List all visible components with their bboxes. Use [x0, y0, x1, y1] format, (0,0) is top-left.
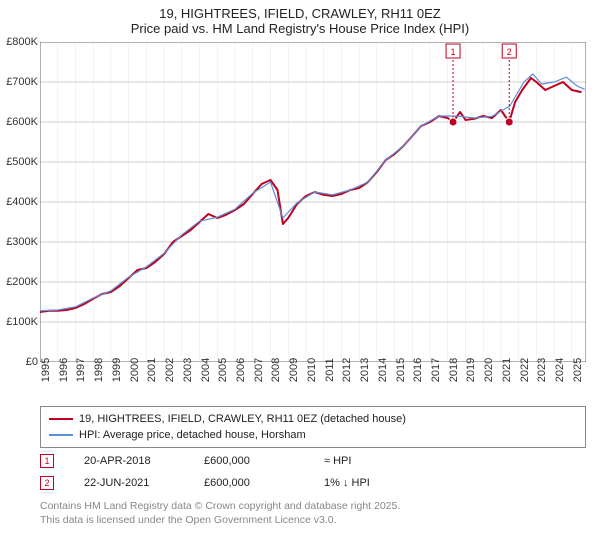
x-tick-label: 2009: [288, 358, 300, 382]
x-tick-label: 2000: [129, 358, 141, 382]
sale-marker-badge: 1: [40, 454, 54, 468]
sale-price: £600,000: [204, 477, 294, 489]
y-tick-label: £100K: [0, 316, 38, 328]
x-tick-label: 2013: [359, 358, 371, 382]
x-tick-label: 2008: [270, 358, 282, 382]
y-tick-label: £0: [0, 356, 38, 368]
title-subtitle: Price paid vs. HM Land Registry's House …: [10, 21, 590, 36]
x-tick-label: 2015: [395, 358, 407, 382]
x-tick-label: 2004: [200, 358, 212, 382]
x-tick-label: 2023: [536, 358, 548, 382]
footer-line2: This data is licensed under the Open Gov…: [40, 514, 400, 528]
x-tick-label: 2006: [235, 358, 247, 382]
attribution-footer: Contains HM Land Registry data © Crown c…: [40, 500, 400, 527]
y-tick-label: £400K: [0, 196, 38, 208]
sale-delta: 1% ↓ HPI: [324, 477, 414, 489]
sale-row: 1 20-APR-2018 £600,000 ≈ HPI: [40, 450, 414, 472]
x-tick-label: 2020: [483, 358, 495, 382]
line-chart: 12: [40, 42, 586, 362]
svg-text:2: 2: [507, 47, 512, 57]
legend-label: HPI: Average price, detached house, Hors…: [79, 429, 306, 441]
x-tick-label: 2025: [572, 358, 584, 382]
x-tick-label: 1995: [40, 358, 52, 382]
chart-plot-area: 12: [40, 42, 586, 362]
x-tick-label: 1996: [58, 358, 70, 382]
legend-swatch: [49, 418, 73, 420]
x-tick-label: 2019: [465, 358, 477, 382]
x-tick-label: 2018: [448, 358, 460, 382]
x-tick-label: 2005: [217, 358, 229, 382]
legend-item: HPI: Average price, detached house, Hors…: [49, 427, 577, 443]
sale-date: 20-APR-2018: [84, 455, 174, 467]
legend-item: 19, HIGHTREES, IFIELD, CRAWLEY, RH11 0EZ…: [49, 411, 577, 427]
x-tick-label: 2024: [554, 358, 566, 382]
legend: 19, HIGHTREES, IFIELD, CRAWLEY, RH11 0EZ…: [40, 406, 586, 448]
sale-delta: ≈ HPI: [324, 455, 414, 467]
x-tick-label: 2022: [519, 358, 531, 382]
y-tick-label: £500K: [0, 156, 38, 168]
x-tick-label: 2002: [164, 358, 176, 382]
x-tick-label: 2017: [430, 358, 442, 382]
chart-title: 19, HIGHTREES, IFIELD, CRAWLEY, RH11 0EZ…: [0, 0, 600, 38]
x-tick-label: 2014: [377, 358, 389, 382]
x-tick-label: 1999: [111, 358, 123, 382]
y-tick-label: £800K: [0, 36, 38, 48]
x-tick-label: 2010: [306, 358, 318, 382]
x-tick-label: 2003: [182, 358, 194, 382]
sales-table: 1 20-APR-2018 £600,000 ≈ HPI 2 22-JUN-2021 £60…: [40, 450, 414, 494]
x-tick-label: 2001: [146, 358, 158, 382]
y-tick-label: £700K: [0, 76, 38, 88]
x-tick-label: 2011: [324, 358, 336, 382]
sale-date: 22-JUN-2021: [84, 477, 174, 489]
svg-text:1: 1: [451, 47, 456, 57]
x-tick-label: 2016: [412, 358, 424, 382]
x-tick-label: 1997: [75, 358, 87, 382]
y-tick-label: £300K: [0, 236, 38, 248]
footer-line1: Contains HM Land Registry data © Crown c…: [40, 500, 400, 514]
y-tick-label: £200K: [0, 276, 38, 288]
x-axis: 1995199619971998199920002001200220032004…: [40, 366, 586, 406]
legend-label: 19, HIGHTREES, IFIELD, CRAWLEY, RH11 0EZ…: [79, 413, 406, 425]
y-tick-label: £600K: [0, 116, 38, 128]
x-tick-label: 1998: [93, 358, 105, 382]
sale-marker-badge: 2: [40, 476, 54, 490]
legend-swatch: [49, 434, 73, 435]
x-tick-label: 2021: [501, 358, 513, 382]
sale-price: £600,000: [204, 455, 294, 467]
x-tick-label: 2007: [253, 358, 265, 382]
title-address: 19, HIGHTREES, IFIELD, CRAWLEY, RH11 0EZ: [10, 6, 590, 21]
x-tick-label: 2012: [341, 358, 353, 382]
sale-row: 2 22-JUN-2021 £600,000 1% ↓ HPI: [40, 472, 414, 494]
